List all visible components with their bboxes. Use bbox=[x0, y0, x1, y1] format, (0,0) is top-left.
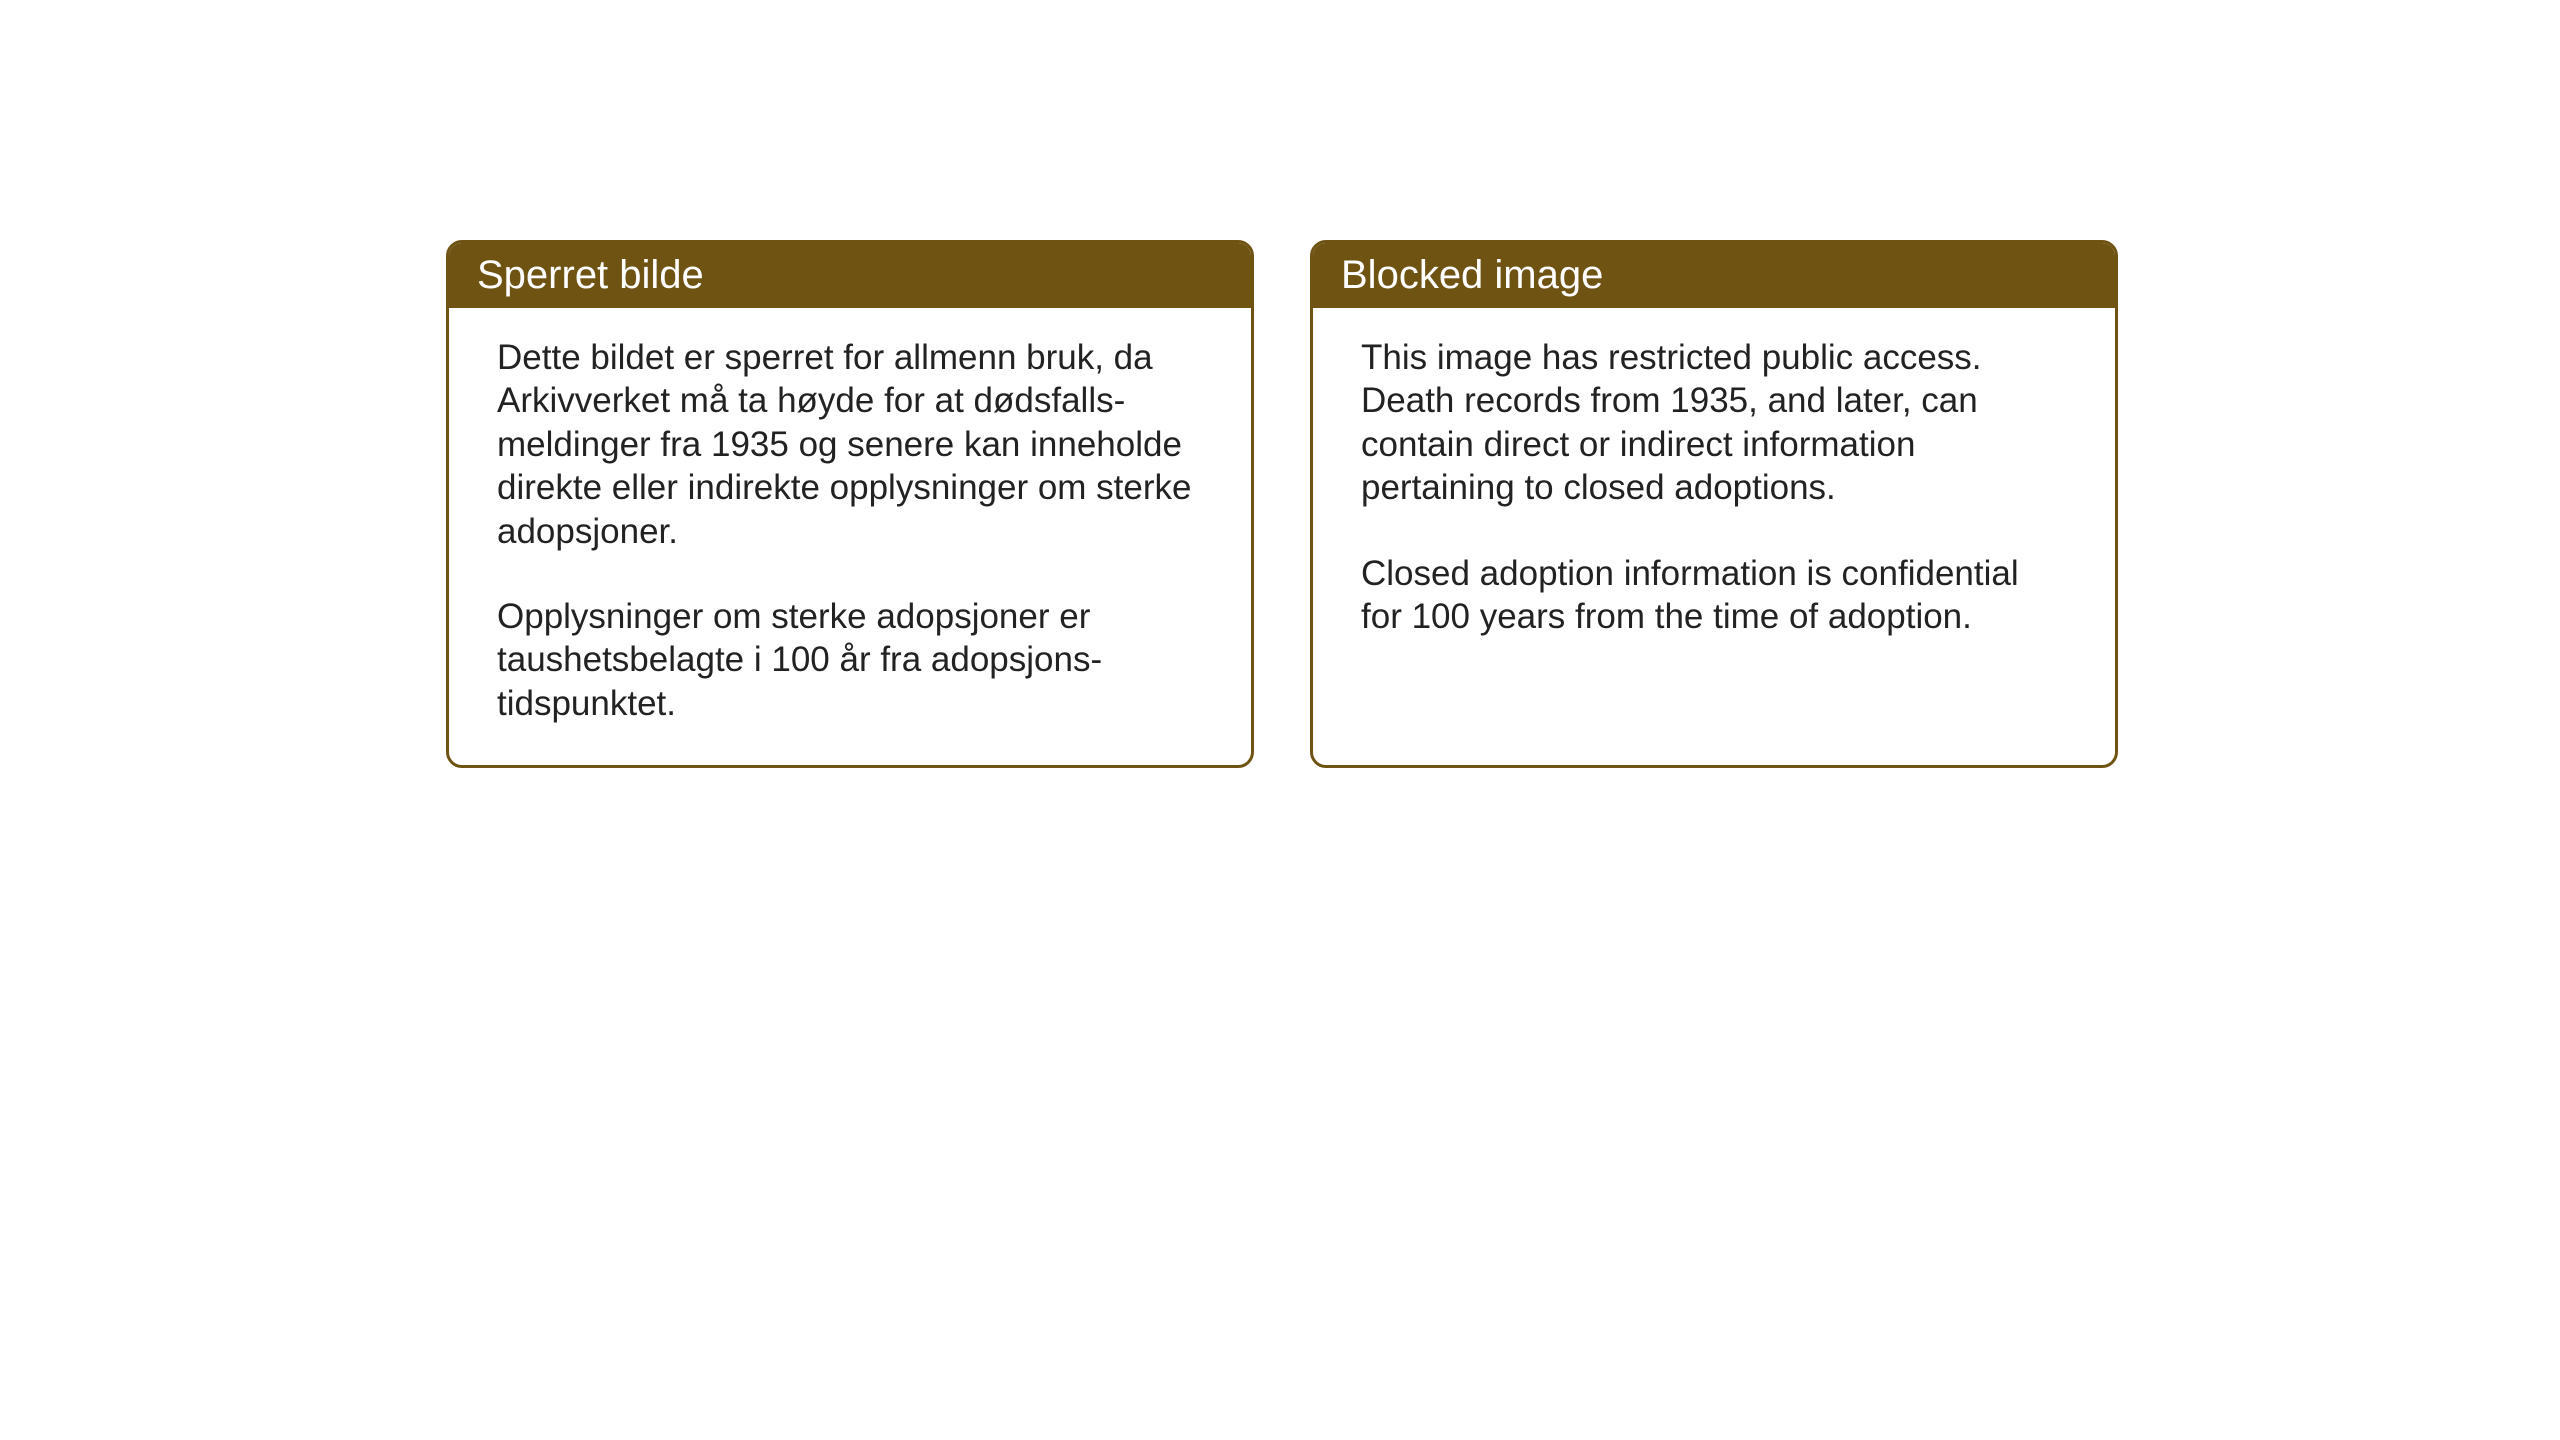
blocked-image-card-norwegian: Sperret bilde Dette bildet er sperret fo… bbox=[446, 240, 1254, 768]
paragraph-english-1: This image has restricted public access.… bbox=[1361, 336, 2067, 510]
paragraph-english-2: Closed adoption information is confident… bbox=[1361, 552, 2067, 639]
blocked-image-card-english: Blocked image This image has restricted … bbox=[1310, 240, 2118, 768]
card-container: Sperret bilde Dette bildet er sperret fo… bbox=[446, 240, 2118, 768]
card-body-english: This image has restricted public access.… bbox=[1313, 308, 2115, 733]
paragraph-norwegian-2: Opplysninger om sterke adopsjoner er tau… bbox=[497, 595, 1203, 725]
paragraph-norwegian-1: Dette bildet er sperret for allmenn bruk… bbox=[497, 336, 1203, 553]
card-body-norwegian: Dette bildet er sperret for allmenn bruk… bbox=[449, 308, 1251, 765]
card-header-norwegian: Sperret bilde bbox=[449, 243, 1251, 308]
card-header-english: Blocked image bbox=[1313, 243, 2115, 308]
